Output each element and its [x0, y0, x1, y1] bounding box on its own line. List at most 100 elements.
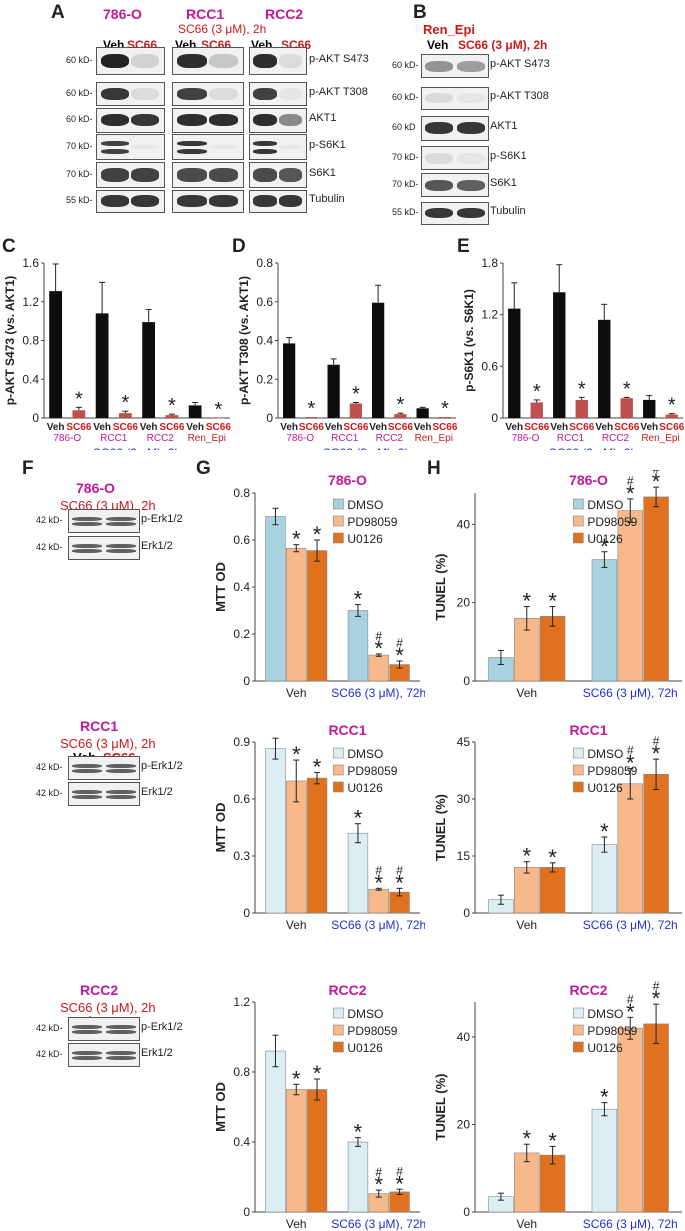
- blot-band: [278, 145, 303, 149]
- legend-label: DMSO: [347, 747, 383, 761]
- bar: [575, 399, 588, 418]
- panel-g-label: G: [196, 458, 211, 479]
- blot-strip-f: [68, 1043, 140, 1067]
- protein-label-a: Tubulin: [309, 193, 345, 205]
- significance-star: *: [626, 481, 635, 506]
- blot-band: [72, 1051, 102, 1055]
- bar-label: Veh: [47, 422, 65, 433]
- blot-band: [72, 544, 102, 548]
- group-label: RCC2: [376, 433, 404, 444]
- y-axis-title: TUNEL (%): [433, 1074, 448, 1141]
- bar: [591, 559, 618, 682]
- blot-band: [208, 113, 239, 127]
- blot-band: [106, 549, 136, 553]
- bar: [265, 516, 286, 682]
- x-category-label: SC66 (3 μM), 72h: [583, 686, 678, 700]
- blot-band: [131, 53, 160, 69]
- bar: [508, 308, 521, 418]
- bar: [539, 616, 566, 682]
- bar: [617, 783, 643, 914]
- y-tick-label: 0: [491, 411, 498, 425]
- bar: [188, 405, 202, 418]
- bar-label: SC66: [569, 422, 594, 433]
- bar: [530, 402, 543, 418]
- bar: [643, 496, 669, 682]
- protein-label-f: p-Erk1/2: [141, 1021, 183, 1033]
- significance-star: *: [313, 754, 322, 779]
- blot-band: [177, 149, 207, 155]
- blot-strip-b: [421, 173, 489, 197]
- panel-f-cellline: RCC1: [80, 718, 119, 734]
- blot-band: [106, 517, 136, 521]
- group-label: RCC1: [100, 433, 128, 444]
- y-tick-label: 40: [457, 1030, 471, 1044]
- legend-label: DMSO: [587, 1007, 623, 1021]
- legend-swatch: [333, 1024, 344, 1036]
- blot-band: [253, 53, 277, 69]
- bar-label: Veh: [325, 422, 343, 433]
- significance-star: *: [374, 636, 383, 661]
- significance-star: *: [652, 741, 661, 766]
- x-category-label: SC66 (3 μM), 72h: [331, 918, 425, 932]
- significance-star: *: [668, 395, 676, 417]
- bar: [416, 408, 429, 418]
- significance-star: *: [352, 384, 360, 406]
- y-tick-label: 0: [266, 411, 273, 425]
- blot-band: [457, 92, 485, 104]
- blot-band: [253, 140, 277, 146]
- significance-star: *: [395, 1171, 404, 1196]
- legend-swatch: [573, 1024, 584, 1036]
- kd-marker-f: 42 kD-: [36, 542, 63, 552]
- bar: [286, 547, 307, 682]
- kd-marker-b: 60 kD-: [392, 92, 419, 102]
- significance-star: *: [548, 589, 557, 614]
- significance-hash: #: [396, 863, 403, 877]
- bar: [349, 403, 362, 418]
- significance-star: *: [292, 527, 301, 552]
- y-axis-title: MTT OD: [213, 562, 228, 612]
- bar: [643, 1023, 669, 1213]
- significance-hash: #: [375, 1165, 382, 1179]
- bar-label: SC66: [659, 422, 684, 433]
- group-label: Ren_Epi: [415, 433, 453, 444]
- blot-band: [101, 149, 130, 155]
- bar: [305, 417, 318, 418]
- bar-label: Veh: [369, 422, 387, 433]
- bar-label: SC66: [159, 422, 184, 433]
- blot-band: [425, 179, 453, 191]
- bar: [327, 364, 340, 418]
- significance-star: *: [354, 806, 363, 831]
- blot-strip-b: [421, 115, 489, 141]
- legend-label: PD98059: [587, 764, 637, 778]
- x-axis-title: SC66 (3 μM), 2h: [93, 446, 181, 450]
- blot-band: [131, 87, 160, 101]
- y-tick-label: 0.4: [233, 580, 250, 594]
- bar: [514, 867, 540, 914]
- blot-band: [177, 87, 207, 101]
- protein-label-a: AKT1: [309, 112, 337, 124]
- legend-label: DMSO: [587, 498, 623, 512]
- bar: [591, 844, 618, 914]
- chart-c-p-akt-s473: 00.40.81.21.6p-AKT S473 (vs. AKT1)Veh*SC…: [3, 256, 231, 450]
- significance-hash: #: [627, 744, 634, 758]
- y-tick-label: 0.4: [256, 334, 273, 348]
- protein-label-a: p-AKT T308: [309, 86, 368, 98]
- legend-swatch: [333, 532, 344, 544]
- blot-strip-a: [96, 134, 165, 160]
- blot-band: [101, 168, 130, 182]
- y-tick-label: 0.8: [22, 334, 39, 348]
- legend-swatch: [333, 781, 344, 793]
- blot-band: [457, 179, 485, 191]
- significance-hash: #: [627, 992, 634, 1006]
- bar: [265, 1050, 286, 1213]
- kd-marker-b: 70 kD-: [392, 179, 419, 189]
- panel-f-cellline: RCC2: [80, 982, 119, 998]
- protein-label-f: p-Erk1/2: [141, 760, 183, 772]
- significance-star: *: [522, 1126, 531, 1151]
- blot-strip-a: [172, 107, 244, 133]
- y-tick-label: 0: [243, 906, 250, 920]
- bar-label: SC66: [299, 422, 324, 433]
- x-category-label: Veh: [516, 918, 537, 932]
